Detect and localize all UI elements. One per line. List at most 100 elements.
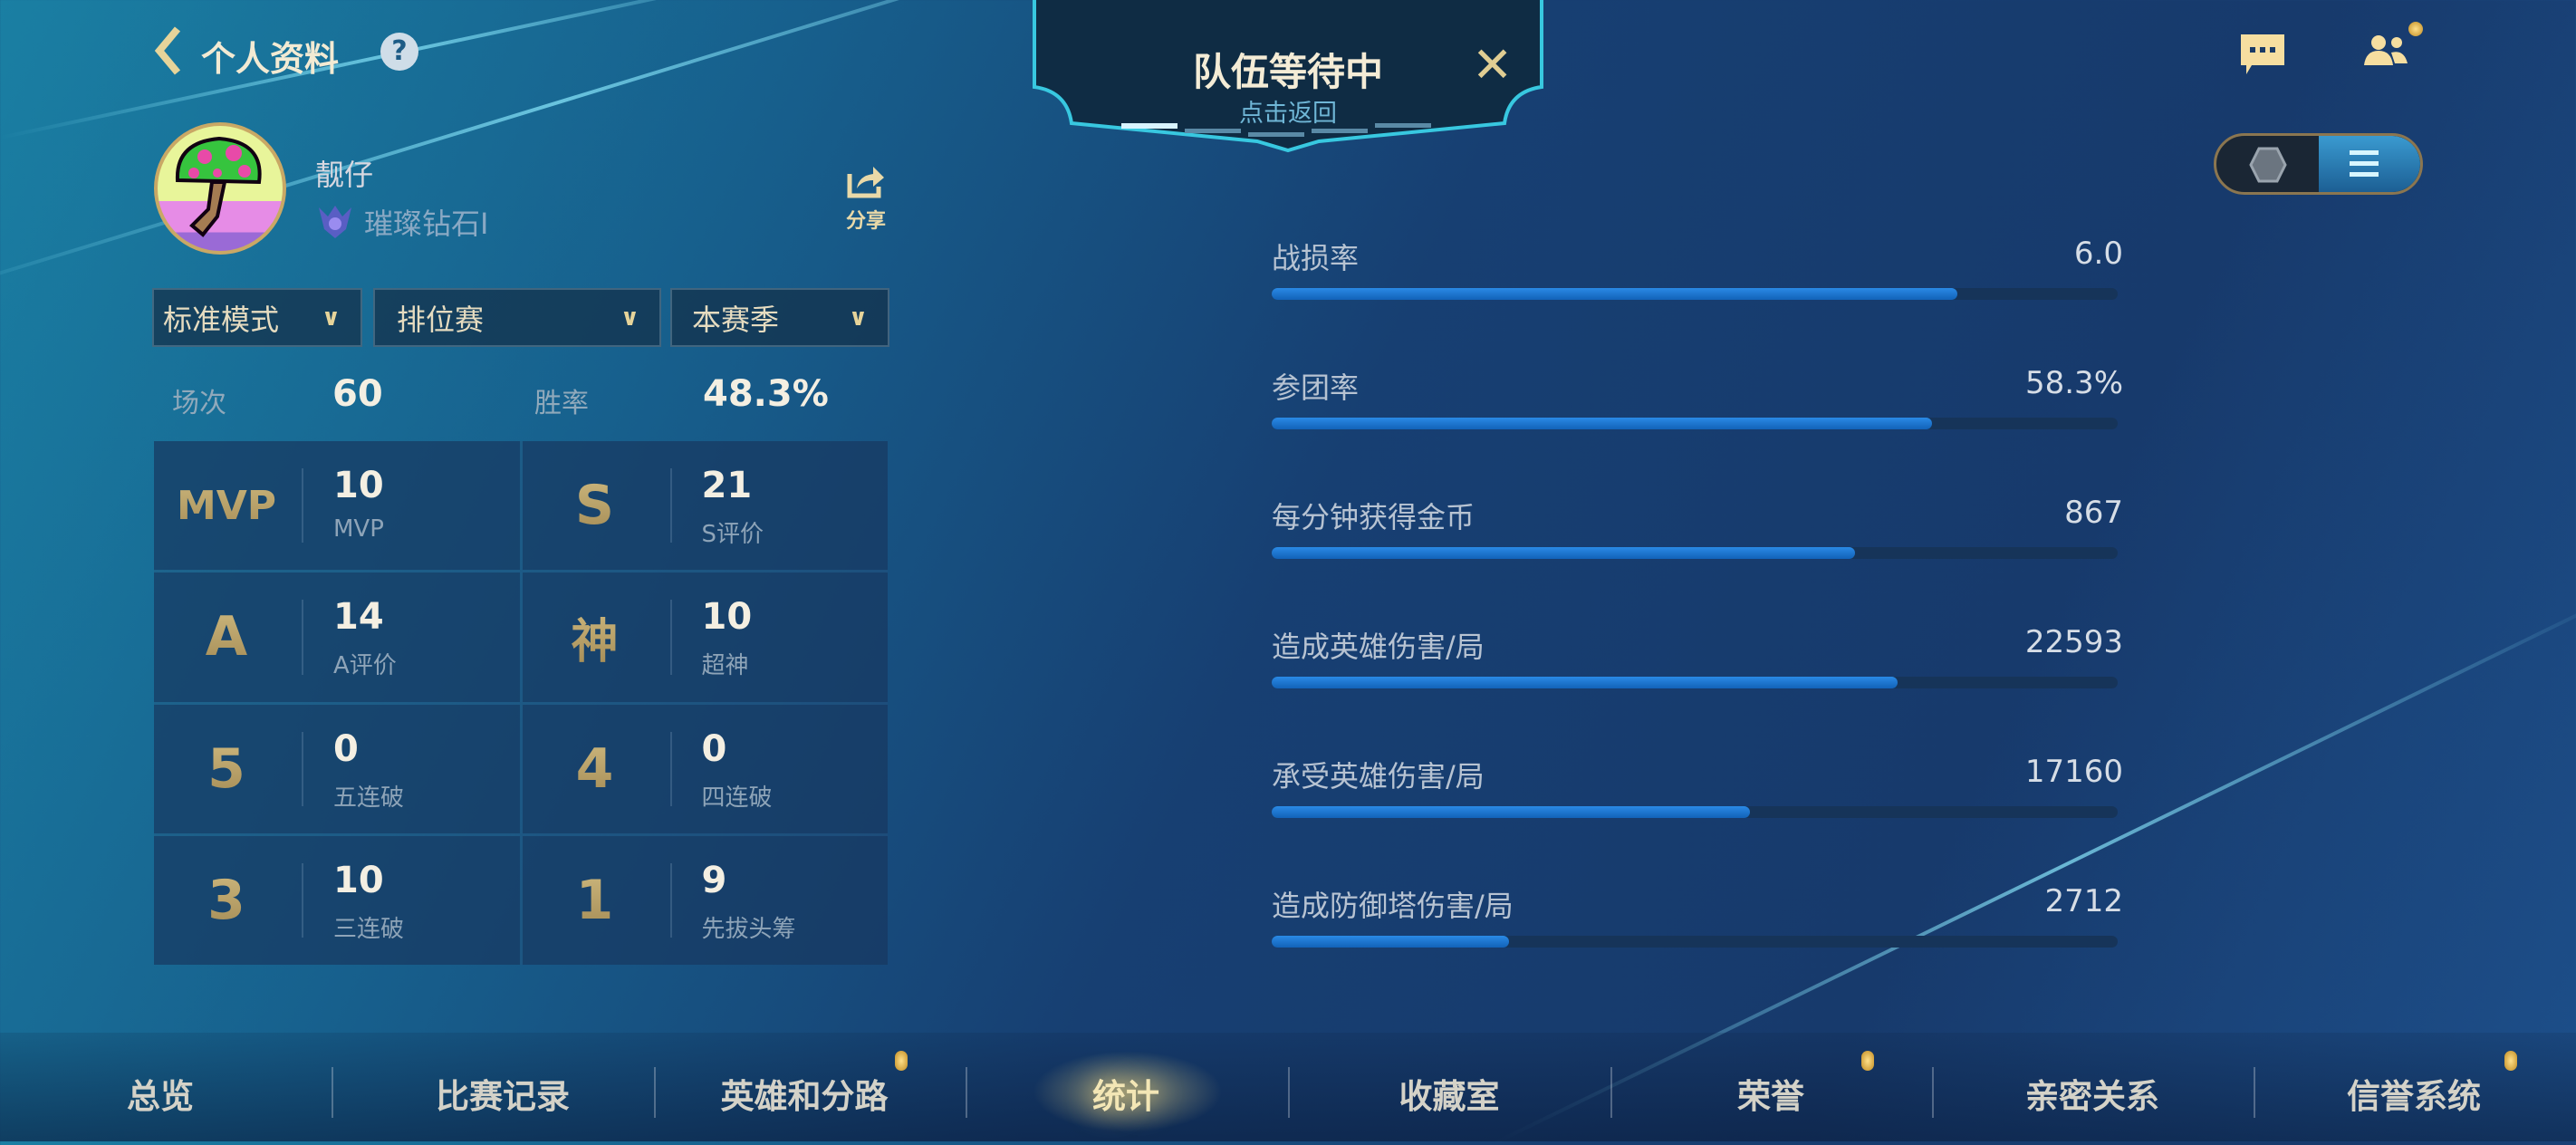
badge-label: 四连破 (701, 784, 773, 812)
avatar[interactable] (154, 122, 286, 255)
winrate-value: 48.3% (703, 373, 829, 415)
games-value: 60 (332, 373, 383, 415)
share-button[interactable]: 分享 (842, 163, 889, 234)
stat-row: 造成防御塔伤害/局 2712 (1272, 883, 2123, 974)
three-emblem: 3 (154, 836, 299, 965)
chevron-down-icon: ∨ (620, 303, 639, 332)
winrate-label: 胜率 (534, 388, 589, 419)
rank-label: 璀璨钻石I (364, 207, 489, 241)
queue-return-link[interactable]: 点击返回 (1239, 100, 1337, 128)
active-tab-glow (1033, 1051, 1223, 1132)
dropdown-value: 本赛季 (692, 302, 780, 337)
hexagon-view-icon[interactable] (2249, 147, 2287, 183)
nav-divider (653, 1067, 656, 1118)
nav-tab[interactable]: 荣誉 (1737, 1077, 1804, 1116)
stat-row: 每分钟获得金币 867 (1272, 495, 2123, 585)
list-view-option[interactable] (2319, 136, 2420, 192)
badge-label: S评价 (701, 521, 764, 548)
stat-label: 每分钟获得金币 (1272, 500, 1475, 534)
stat-bar-track (1272, 936, 2118, 948)
badge-first-blood: 1 9 先拔头筹 (522, 835, 888, 965)
queue-status-title[interactable]: 队伍等待中 (1192, 50, 1383, 94)
badge-godlike: 神 10 超神 (522, 572, 888, 702)
stat-label: 参团率 (1272, 370, 1360, 405)
season-dropdown[interactable]: 本赛季 ∨ (670, 288, 889, 347)
games-label: 场次 (172, 388, 226, 419)
match-type-dropdown[interactable]: 排位赛 ∨ (373, 288, 661, 347)
nav-tab[interactable]: 亲密关系 (2025, 1077, 2159, 1116)
page-title: 个人资料 (201, 39, 340, 79)
badge-value: 10 (333, 859, 384, 901)
stat-bar-track (1272, 677, 2118, 688)
stat-label: 造成防御塔伤害/局 (1272, 889, 1514, 923)
badge-value: 0 (333, 727, 359, 770)
nav-tab[interactable]: 统计 (1092, 1077, 1159, 1116)
nav-divider (965, 1067, 967, 1118)
dropdown-value: 标准模式 (163, 302, 280, 337)
mushroom-avatar-icon (175, 136, 262, 237)
mode-dropdown[interactable]: 标准模式 ∨ (152, 288, 362, 347)
chat-bubble-icon[interactable] (2239, 33, 2286, 76)
a-emblem: A (154, 572, 299, 701)
badge-value: 9 (701, 859, 727, 901)
stat-label: 战损率 (1272, 241, 1360, 275)
bottom-nav (0, 1033, 2576, 1141)
achievement-grid: MVP 10 MVP S 21 S评价 A 14 A评价 神 10 超神 5 0 五连破 4 0 四连破… (154, 441, 888, 965)
badge-triple-kill: 3 10 三连破 (154, 835, 520, 965)
nav-divider (1610, 1067, 1612, 1118)
stat-bar-fill (1272, 936, 1509, 948)
stat-value: 17160 (2024, 754, 2123, 790)
dropdown-value: 排位赛 (397, 302, 485, 337)
stat-bar-track (1272, 418, 2118, 429)
stat-value: 867 (2064, 495, 2123, 531)
badge-label: 先拔头筹 (701, 915, 796, 943)
s-emblem: S (523, 441, 668, 570)
badge-value: 21 (701, 465, 753, 506)
diamond-rank-icon (319, 206, 351, 238)
notification-dot (895, 1051, 908, 1071)
close-icon[interactable]: ✕ (1472, 36, 1514, 93)
stat-row: 承受英雄伤害/局 17160 (1272, 754, 2123, 844)
chevron-down-icon: ∨ (321, 303, 341, 332)
stat-bar-fill (1272, 288, 1957, 300)
stat-value: 58.3% (2024, 365, 2123, 401)
stat-row: 战损率 6.0 (1272, 236, 2123, 326)
chevron-left-icon[interactable] (154, 25, 181, 76)
stat-label: 造成英雄伤害/局 (1272, 630, 1485, 664)
nav-tab[interactable]: 英雄和分路 (720, 1077, 889, 1116)
nav-tab[interactable]: 总览 (127, 1077, 194, 1116)
five-emblem: 5 (154, 705, 299, 833)
four-emblem: 4 (523, 705, 668, 833)
nav-divider (2253, 1067, 2255, 1118)
badge-label: 超神 (701, 652, 749, 680)
nav-divider (1287, 1067, 1290, 1118)
stat-bar-track (1272, 806, 2118, 818)
mvp-emblem: MVP (154, 441, 299, 570)
notification-dot (2408, 22, 2423, 36)
list-view-icon (2350, 150, 2379, 177)
badge-value: 10 (701, 596, 753, 639)
stat-bar-fill (1272, 418, 1932, 429)
stat-value: 2712 (2044, 883, 2123, 919)
queue-banner-frame[interactable] (1031, 0, 1545, 154)
nav-divider (332, 1067, 333, 1118)
badge-label: 三连破 (333, 915, 405, 943)
badge-label: 五连破 (333, 784, 405, 812)
stat-bar-fill (1272, 547, 1856, 559)
nav-tab[interactable]: 比赛记录 (436, 1077, 570, 1116)
one-emblem: 1 (523, 836, 668, 965)
stat-label: 承受英雄伤害/局 (1272, 759, 1485, 794)
nav-tab[interactable]: 信誉系统 (2347, 1077, 2481, 1116)
stat-value: 6.0 (2073, 236, 2123, 272)
stat-row: 造成英雄伤害/局 22593 (1272, 624, 2123, 715)
view-toggle[interactable] (2214, 133, 2423, 195)
nav-tab[interactable]: 收藏室 (1399, 1077, 1500, 1116)
godlike-emblem: 神 (523, 572, 668, 701)
notification-dot (2504, 1051, 2517, 1071)
badge-penta-kill: 5 0 五连破 (154, 704, 520, 833)
friends-icon[interactable] (2364, 34, 2411, 67)
stat-bar-fill (1272, 806, 1750, 818)
stat-bar-fill (1272, 677, 1898, 688)
question-icon[interactable]: ? (380, 33, 418, 71)
badge-value: 10 (333, 465, 384, 506)
